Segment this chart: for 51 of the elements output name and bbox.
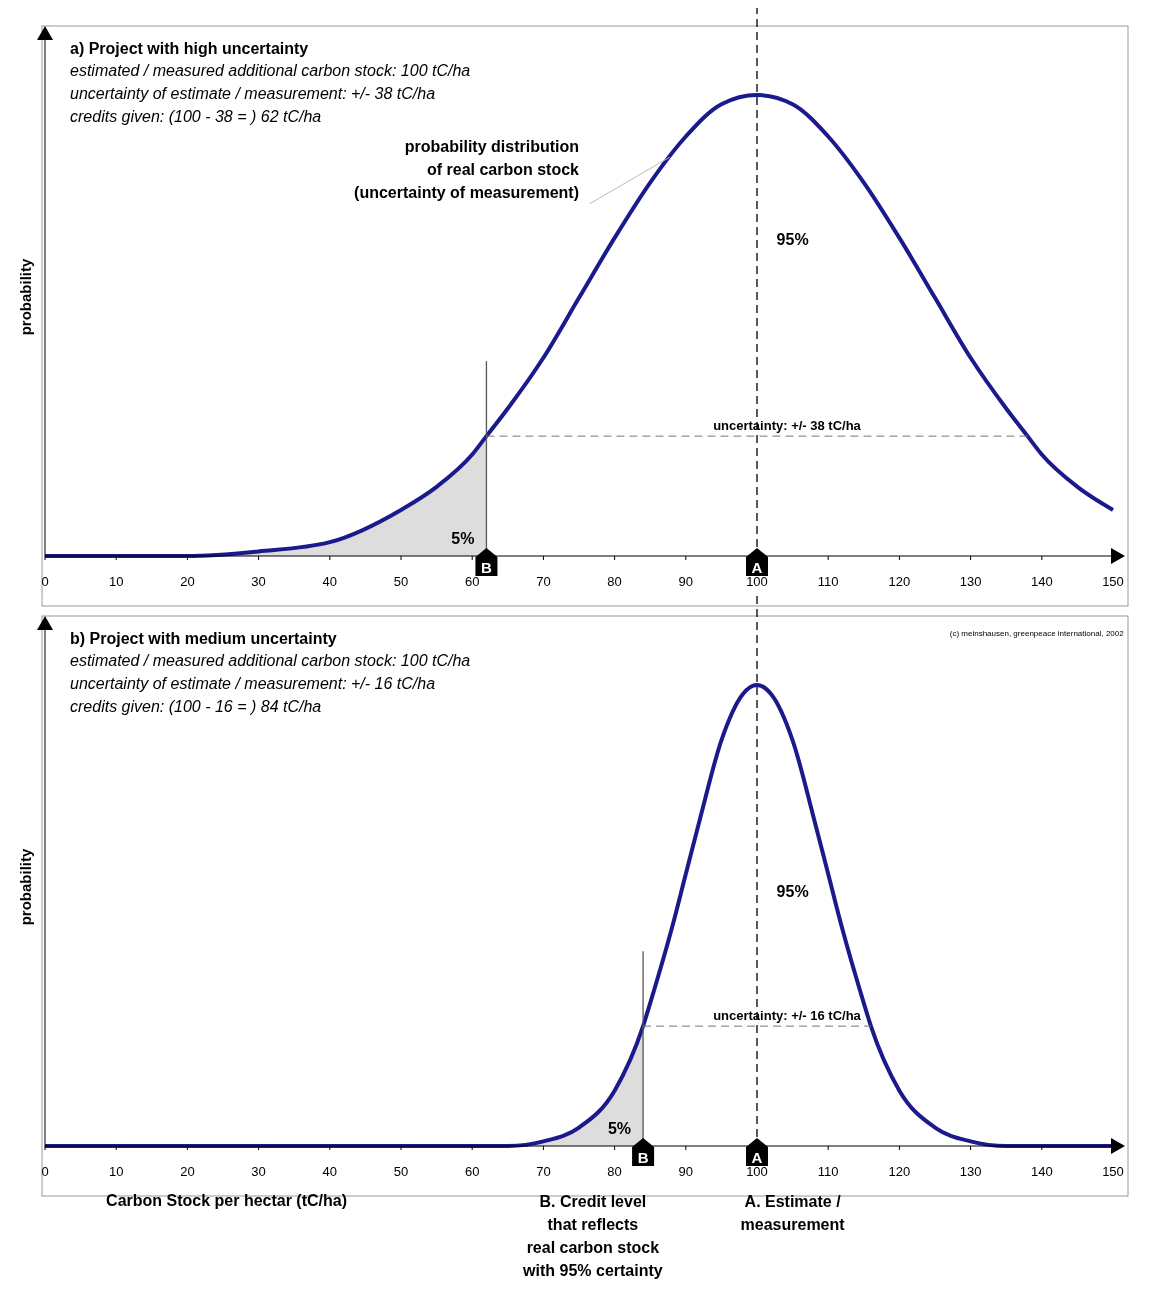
chart-subtitle: estimated / measured additional carbon stock: 100 tC/ha uncertainty of estimate / measurement: +/- 16 tC/ha credits given: (100 - 16 = ) 84 tC/ha: [70, 652, 471, 715]
x-tick-label: 150: [1102, 574, 1124, 589]
annotation: 95%: [776, 231, 809, 249]
ref-line-label: A: [751, 1149, 763, 1166]
ref-line-label: B: [637, 1149, 649, 1166]
x-tick-label: 30: [251, 574, 266, 589]
x-tick-label: 120: [888, 1164, 911, 1179]
x-tick-label: 140: [1030, 574, 1053, 589]
x-tick-label: 40: [322, 574, 338, 589]
text: A. Estimate / measurement: [740, 1192, 846, 1233]
chart-title: b) Project with medium uncertainty: [70, 630, 337, 647]
x-tick-label: 10: [108, 1164, 124, 1179]
x-tick-label: 10: [108, 574, 124, 589]
x-tick-label: 50: [393, 1164, 409, 1179]
x-tick-label: 90: [678, 574, 694, 589]
x-tick-label: 50: [393, 574, 409, 589]
ref-line-label: B: [481, 559, 493, 576]
x-tick-label: 80: [607, 574, 622, 589]
series-label: 5%: [451, 530, 475, 547]
x-tick-label: 100: [746, 574, 768, 589]
text: B. Credit level that reflects real carbon stock with 95% certainty: [522, 1192, 663, 1279]
x-tick-label: 60: [464, 574, 480, 589]
x-tick-label: 80: [607, 1164, 622, 1179]
x-tick-label: 60: [464, 1164, 480, 1179]
x-tick-label: 130: [959, 1164, 982, 1179]
x-tick-label: 0: [41, 1164, 49, 1179]
x-tick-label: 70: [536, 1164, 551, 1179]
annotation: probability distribution of real carbon stock (uncertainty of measurement): [354, 137, 580, 201]
x-tick-label: 110: [817, 1164, 839, 1179]
x-tick-label: 90: [678, 1164, 694, 1179]
chart-subtitle: estimated / measured additional carbon stock: 100 tC/ha uncertainty of estimate / measurement: +/- 38 tC/ha credits given: (100 - 38 = ) 62 tC/ha: [70, 62, 471, 125]
x-tick-label: 150: [1102, 1164, 1124, 1179]
annotation: 95%: [776, 883, 809, 901]
x-tick-label: 140: [1030, 1164, 1053, 1179]
series-label: 5%: [607, 1120, 632, 1137]
chart-title: a) Project with high uncertainty: [70, 40, 309, 57]
x-tick-label: 30: [251, 1164, 266, 1179]
x-tick-label: 100: [746, 1164, 768, 1179]
x-tick-label: 20: [180, 574, 195, 589]
text: (c) meinshausen, greenpeace international, 2002: [949, 628, 1125, 638]
y-axis-title: probability: [17, 848, 34, 926]
ref-line-label: A: [751, 559, 763, 576]
x-tick-label: 40: [322, 1164, 338, 1179]
x-tick-label: 20: [180, 1164, 195, 1179]
y-axis-title: probability: [17, 258, 34, 336]
x-tick-label: 130: [959, 574, 982, 589]
x-axis-title: Carbon Stock per hectar (tC/ha): [106, 1192, 348, 1209]
x-tick-label: 120: [888, 574, 911, 589]
x-tick-label: 70: [536, 574, 551, 589]
x-tick-label: 0: [41, 574, 49, 589]
x-tick-label: 110: [817, 574, 839, 589]
